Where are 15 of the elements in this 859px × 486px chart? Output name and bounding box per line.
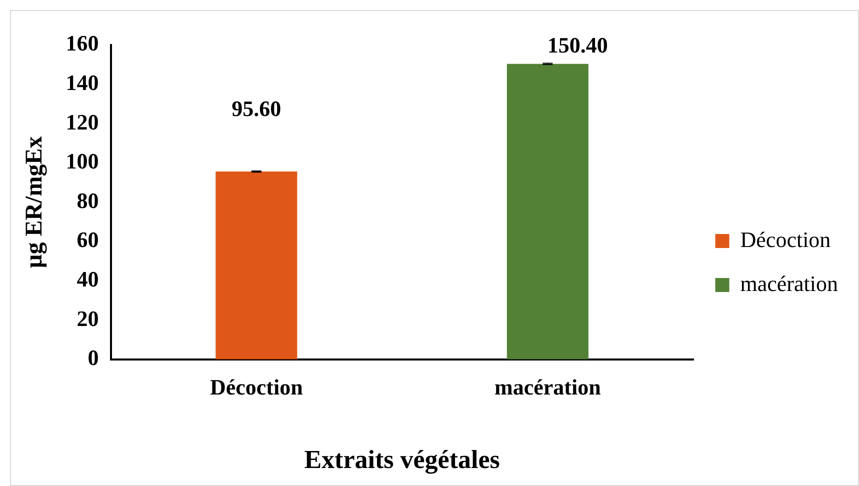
- legend-label: macération: [740, 270, 838, 296]
- y-tick-label: 140: [66, 70, 99, 95]
- y-tick-label: 120: [66, 109, 99, 134]
- y-tick-label: 80: [76, 188, 99, 213]
- y-tick-label: 0: [88, 345, 99, 370]
- y-tick-label: 160: [66, 30, 99, 56]
- y-tick-label: 100: [66, 148, 99, 174]
- y-tick-label: 40: [76, 266, 99, 292]
- data-label: 150.40: [547, 32, 608, 58]
- legend-label: Décoction: [740, 226, 831, 252]
- y-axis-title: µg ER/mgEx: [22, 136, 48, 268]
- x-axis-title: Extraits végétales: [304, 445, 500, 474]
- data-label: 95.60: [232, 96, 282, 122]
- y-tick-label: 60: [76, 227, 99, 252]
- y-tick-label: 20: [76, 306, 99, 331]
